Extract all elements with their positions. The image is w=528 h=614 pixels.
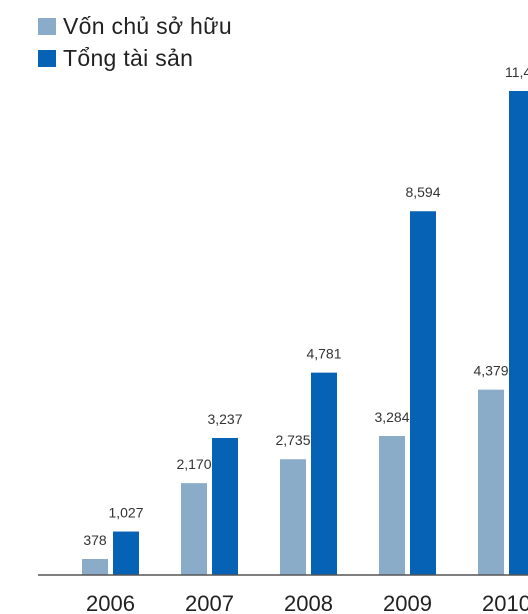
legend-swatch-von-chu-so-huu bbox=[38, 17, 56, 35]
bar-tong-tai-san-2006 bbox=[113, 531, 139, 575]
value-label-tong-tai-san-2006: 1,027 bbox=[108, 505, 143, 521]
bar-tong-tai-san-2007 bbox=[212, 437, 238, 575]
value-label-von-chu-so-huu-2010: 4,379 bbox=[473, 363, 508, 379]
x-tick-label-2007: 2007 bbox=[185, 591, 234, 614]
legend-label-von-chu-so-huu: Vốn chủ sở hữu bbox=[63, 12, 232, 39]
x-tick-label-2009: 2009 bbox=[383, 591, 432, 614]
legend-label-tong-tai-san: Tổng tài sản bbox=[63, 44, 194, 71]
bar-von-chu-so-huu-2009 bbox=[379, 436, 405, 575]
bar-tong-tai-san-2010 bbox=[509, 91, 528, 575]
x-tick-labels-group: 2006 2007 2008 2009 2010 bbox=[86, 591, 528, 614]
value-label-von-chu-so-huu-2008: 2,735 bbox=[275, 432, 310, 448]
x-tick-label-2008: 2008 bbox=[284, 591, 333, 614]
bar-tong-tai-san-2009 bbox=[410, 211, 436, 575]
legend: Vốn chủ sở hữu Tổng tài sản bbox=[38, 12, 232, 78]
value-label-von-chu-so-huu-2007: 2,170 bbox=[176, 456, 211, 472]
bar-von-chu-so-huu-2007 bbox=[181, 483, 207, 575]
x-tick-label-2010: 2010 bbox=[482, 591, 528, 614]
legend-item-von-chu-so-huu: Vốn chủ sở hữu bbox=[38, 12, 232, 39]
legend-item-tong-tai-san: Tổng tài sản bbox=[38, 44, 232, 71]
value-label-von-chu-so-huu-2009: 3,284 bbox=[374, 409, 409, 425]
value-label-tong-tai-san-2007: 3,237 bbox=[207, 411, 242, 427]
value-label-tong-tai-san-2008: 4,781 bbox=[306, 346, 341, 362]
value-label-tong-tai-san-2009: 8,594 bbox=[405, 184, 440, 200]
value-label-von-chu-so-huu-2006: 378 bbox=[83, 532, 107, 548]
bar-tong-tai-san-2008 bbox=[311, 372, 337, 575]
x-tick-label-2006: 2006 bbox=[86, 591, 135, 614]
bar-von-chu-so-huu-2006 bbox=[82, 559, 108, 575]
bars-group bbox=[82, 91, 528, 575]
legend-swatch-tong-tai-san bbox=[38, 49, 56, 67]
bar-von-chu-so-huu-2010 bbox=[478, 389, 504, 575]
bar-von-chu-so-huu-2008 bbox=[280, 459, 306, 575]
value-label-tong-tai-san-2010: 11,43 bbox=[505, 64, 528, 80]
